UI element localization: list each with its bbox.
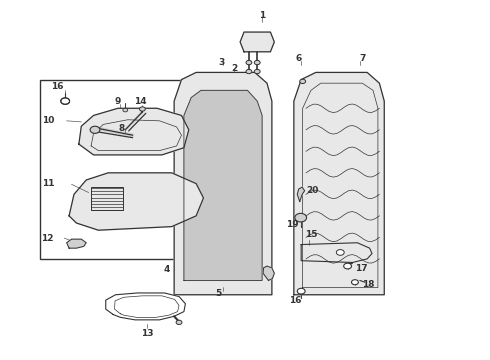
Polygon shape	[301, 243, 372, 262]
Polygon shape	[184, 90, 262, 280]
Text: 8: 8	[119, 123, 125, 132]
Text: 16: 16	[289, 296, 301, 305]
Text: 7: 7	[359, 54, 366, 63]
Circle shape	[351, 280, 358, 285]
Text: 12: 12	[41, 234, 53, 243]
Text: 2: 2	[231, 64, 237, 73]
Polygon shape	[106, 293, 185, 320]
Polygon shape	[69, 173, 203, 230]
Circle shape	[246, 69, 252, 74]
Circle shape	[90, 126, 100, 134]
Text: 17: 17	[355, 265, 368, 274]
Polygon shape	[297, 187, 305, 202]
Text: 1: 1	[259, 10, 265, 19]
Circle shape	[300, 79, 306, 84]
Text: 15: 15	[305, 230, 317, 239]
Text: 9: 9	[115, 96, 121, 105]
Circle shape	[254, 60, 260, 65]
Text: 6: 6	[295, 54, 302, 63]
Polygon shape	[79, 108, 189, 155]
Text: 5: 5	[215, 289, 221, 298]
Circle shape	[176, 320, 182, 324]
Circle shape	[343, 263, 351, 269]
Circle shape	[297, 288, 305, 294]
Circle shape	[123, 108, 128, 112]
Text: 4: 4	[164, 265, 170, 274]
Text: 3: 3	[219, 58, 225, 67]
Text: 16: 16	[50, 82, 63, 91]
Polygon shape	[240, 32, 274, 52]
Bar	[40, 80, 255, 259]
Circle shape	[336, 249, 344, 255]
Circle shape	[61, 98, 70, 104]
Text: 20: 20	[306, 185, 318, 194]
Text: 19: 19	[286, 220, 299, 229]
Polygon shape	[294, 72, 384, 295]
Polygon shape	[263, 266, 274, 280]
Text: 14: 14	[134, 96, 146, 105]
Circle shape	[246, 60, 252, 65]
Text: 18: 18	[362, 280, 374, 289]
Text: 10: 10	[43, 116, 55, 125]
Circle shape	[140, 107, 146, 111]
Circle shape	[254, 69, 260, 74]
Polygon shape	[67, 239, 86, 248]
Polygon shape	[174, 72, 272, 295]
Text: 13: 13	[141, 329, 153, 338]
Bar	[91, 187, 123, 211]
Text: 11: 11	[42, 179, 55, 188]
Circle shape	[295, 213, 307, 222]
